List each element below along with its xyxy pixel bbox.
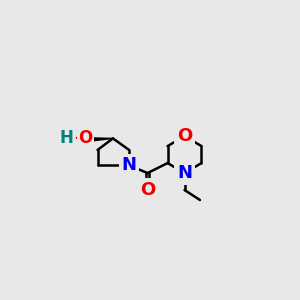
Polygon shape: [80, 138, 113, 142]
Text: N: N: [177, 164, 192, 182]
Text: H: H: [59, 129, 73, 147]
Text: N: N: [122, 156, 136, 174]
Text: O: O: [140, 181, 155, 199]
Text: O: O: [177, 127, 192, 145]
Text: -: -: [74, 129, 80, 147]
Text: O: O: [78, 129, 92, 147]
